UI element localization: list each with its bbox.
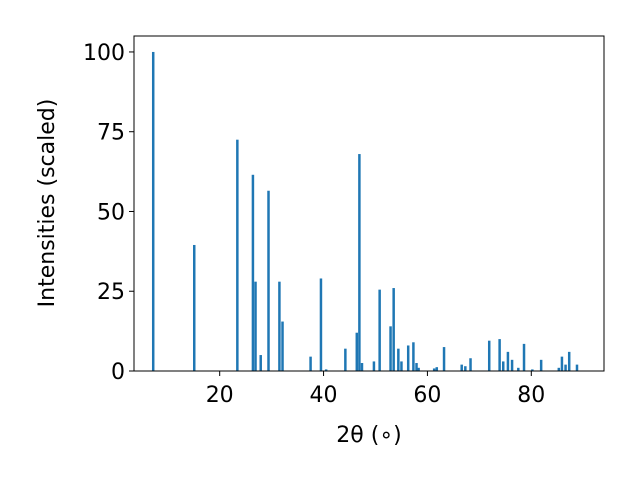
x-tick-label: 60	[413, 383, 441, 408]
bar	[469, 358, 472, 371]
bar	[564, 364, 567, 371]
x-ticks: 20 40 60 80	[206, 371, 545, 408]
bar	[406, 345, 410, 371]
bar	[415, 363, 418, 371]
bar	[236, 139, 239, 371]
bar	[372, 361, 376, 371]
bar	[259, 355, 262, 371]
bar	[506, 351, 510, 371]
y-tick-label: 25	[97, 280, 125, 305]
bar	[151, 51, 155, 371]
bar	[442, 347, 446, 371]
bar	[539, 359, 543, 371]
x-tick-label: 40	[310, 383, 338, 408]
bar	[344, 348, 347, 371]
bar	[487, 340, 491, 371]
bar	[267, 190, 270, 371]
bar	[389, 326, 392, 371]
bar	[278, 281, 281, 371]
bar	[517, 367, 520, 371]
bar	[557, 367, 561, 371]
x-tick-label: 80	[517, 383, 545, 408]
bar	[254, 281, 257, 371]
plot-background	[134, 36, 604, 371]
x-axis-label: 2θ (∘)	[336, 423, 401, 448]
y-tick-label: 50	[97, 200, 125, 225]
y-tick-label: 100	[83, 41, 125, 66]
bar	[432, 368, 436, 371]
bar	[360, 363, 364, 371]
bar	[510, 359, 514, 371]
bar	[324, 369, 328, 371]
bar	[378, 289, 381, 371]
bar	[397, 348, 400, 371]
bar	[392, 288, 395, 371]
y-axis-label: Intensities (scaled)	[35, 99, 60, 308]
plot-frame	[133, 35, 605, 372]
bar	[400, 361, 403, 371]
x-tick-label: 20	[206, 383, 234, 408]
bar	[502, 361, 505, 371]
bar	[358, 154, 361, 371]
bar	[522, 343, 526, 371]
bar	[417, 367, 420, 371]
bar	[309, 356, 312, 371]
bar	[281, 321, 284, 371]
y-tick-label: 0	[111, 360, 125, 385]
bar	[355, 332, 359, 371]
y-tick-label: 75	[97, 121, 125, 146]
bar	[251, 174, 255, 371]
bar	[412, 342, 415, 371]
bar	[531, 369, 534, 371]
bars-layer	[151, 51, 579, 371]
bar	[567, 351, 571, 371]
bar	[575, 364, 579, 371]
bar	[498, 339, 501, 371]
bar	[460, 364, 463, 371]
bar	[560, 356, 564, 371]
bar	[464, 366, 467, 371]
bar	[319, 278, 323, 371]
bar	[193, 244, 196, 371]
bar	[435, 367, 439, 371]
y-ticks: 0 25 50 75 100	[83, 41, 134, 385]
